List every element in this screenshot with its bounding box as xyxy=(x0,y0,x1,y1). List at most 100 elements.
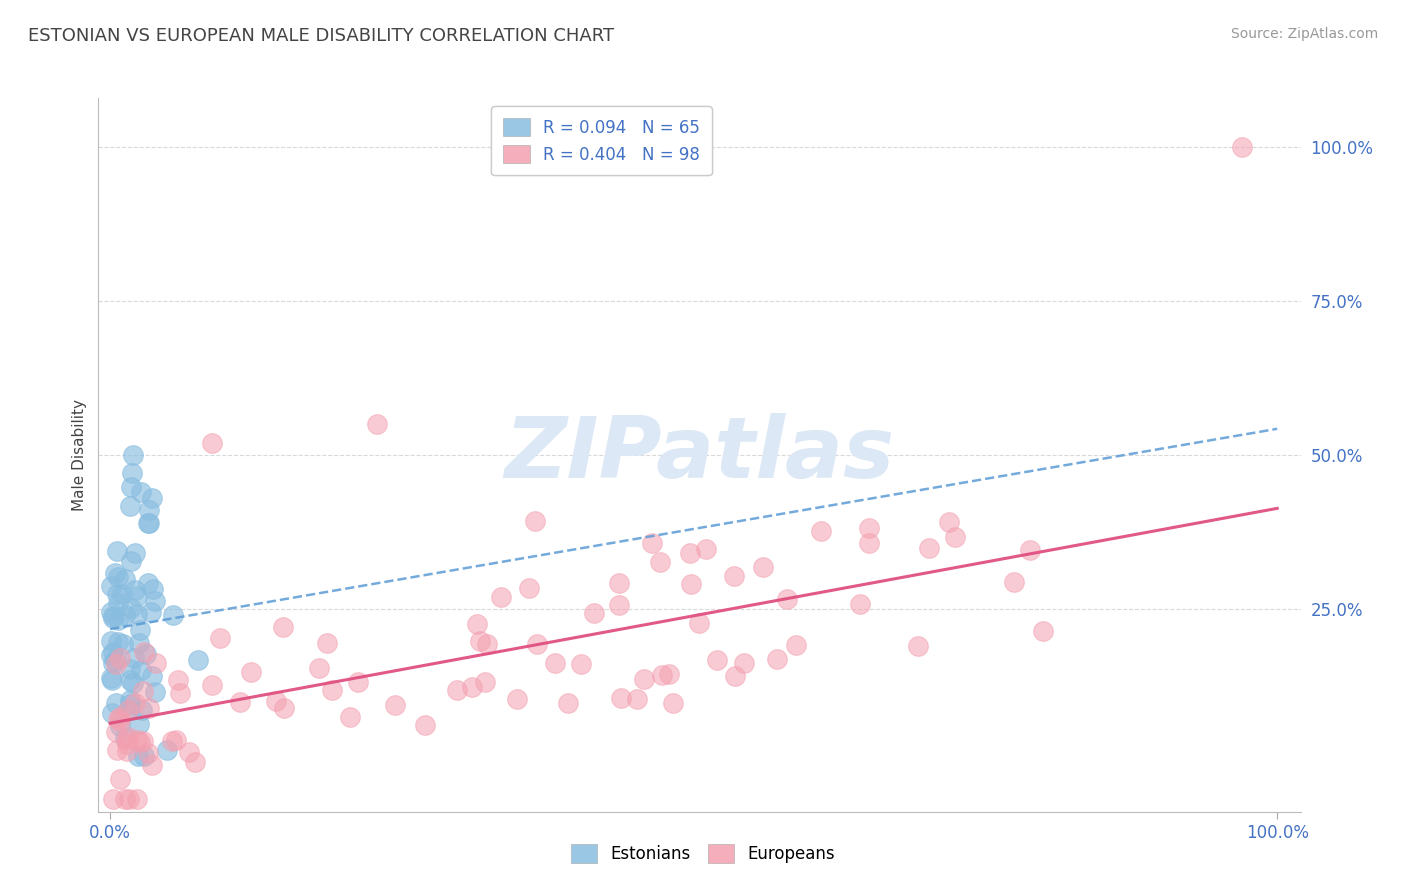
Point xyxy=(519,581,541,595)
Point xyxy=(125,733,148,747)
Point xyxy=(167,673,190,688)
Point xyxy=(943,531,966,545)
Point xyxy=(141,758,163,772)
Point xyxy=(162,607,184,622)
Point xyxy=(523,514,546,528)
Point xyxy=(271,620,294,634)
Point xyxy=(117,730,139,744)
Point xyxy=(108,709,131,723)
Point xyxy=(101,656,124,670)
Point xyxy=(114,607,136,622)
Point xyxy=(184,755,207,769)
Point xyxy=(114,572,136,586)
Point xyxy=(474,674,496,689)
Point xyxy=(110,772,132,787)
Point xyxy=(201,678,224,692)
Point xyxy=(661,696,683,710)
Y-axis label: Male Disability: Male Disability xyxy=(72,399,87,511)
Point xyxy=(118,698,141,712)
Point xyxy=(228,696,250,710)
Point xyxy=(465,616,488,631)
Point xyxy=(308,661,330,675)
Point xyxy=(107,596,129,610)
Point xyxy=(131,703,153,717)
Point xyxy=(160,733,183,747)
Point xyxy=(125,792,148,806)
Point xyxy=(105,657,128,671)
Point xyxy=(776,592,799,607)
Point xyxy=(446,683,468,698)
Point xyxy=(104,724,127,739)
Point xyxy=(849,597,872,611)
Point xyxy=(127,749,149,764)
Point xyxy=(104,653,127,667)
Point xyxy=(134,749,156,764)
Point xyxy=(128,716,150,731)
Point xyxy=(101,609,124,624)
Point xyxy=(907,640,929,654)
Point xyxy=(103,645,125,659)
Point xyxy=(125,589,148,603)
Point xyxy=(108,718,131,732)
Point xyxy=(1002,574,1025,589)
Point xyxy=(810,524,832,539)
Point xyxy=(688,615,710,630)
Point xyxy=(121,676,143,690)
Point xyxy=(1018,543,1040,558)
Point xyxy=(107,635,129,649)
Point xyxy=(156,743,179,757)
Point xyxy=(108,714,131,728)
Point xyxy=(384,698,406,712)
Point xyxy=(658,667,681,681)
Point xyxy=(723,569,745,583)
Point xyxy=(315,636,337,650)
Point xyxy=(177,745,200,759)
Point xyxy=(187,653,209,667)
Point xyxy=(266,694,288,708)
Point xyxy=(461,680,484,694)
Text: Source: ZipAtlas.com: Source: ZipAtlas.com xyxy=(1230,27,1378,41)
Point xyxy=(122,651,145,665)
Point xyxy=(141,582,163,596)
Point xyxy=(138,701,160,715)
Point xyxy=(118,673,141,687)
Point xyxy=(100,579,122,593)
Point xyxy=(120,499,142,513)
Point xyxy=(114,792,136,806)
Point xyxy=(489,591,512,605)
Point xyxy=(339,710,361,724)
Point xyxy=(858,521,880,535)
Point xyxy=(120,692,142,706)
Point xyxy=(938,515,960,529)
Point xyxy=(366,417,388,432)
Point xyxy=(105,742,128,756)
Point xyxy=(104,696,127,710)
Point xyxy=(138,503,160,517)
Point xyxy=(105,587,128,601)
Point xyxy=(111,587,134,601)
Point xyxy=(413,718,436,732)
Point xyxy=(273,701,295,715)
Point xyxy=(100,634,122,648)
Point xyxy=(917,541,939,556)
Point xyxy=(107,570,129,584)
Point xyxy=(118,662,141,676)
Point xyxy=(129,484,152,499)
Point xyxy=(201,435,224,450)
Point xyxy=(679,546,702,560)
Point xyxy=(141,668,163,682)
Point xyxy=(143,594,166,608)
Point xyxy=(107,613,129,627)
Point xyxy=(145,656,167,670)
Point xyxy=(107,712,129,726)
Point xyxy=(100,671,122,685)
Text: ZIPatlas: ZIPatlas xyxy=(505,413,894,497)
Point xyxy=(651,668,673,682)
Point xyxy=(101,673,124,687)
Point xyxy=(607,599,630,613)
Point xyxy=(506,691,529,706)
Point xyxy=(120,600,142,615)
Point xyxy=(582,607,605,621)
Point xyxy=(135,647,157,661)
Point xyxy=(108,651,131,665)
